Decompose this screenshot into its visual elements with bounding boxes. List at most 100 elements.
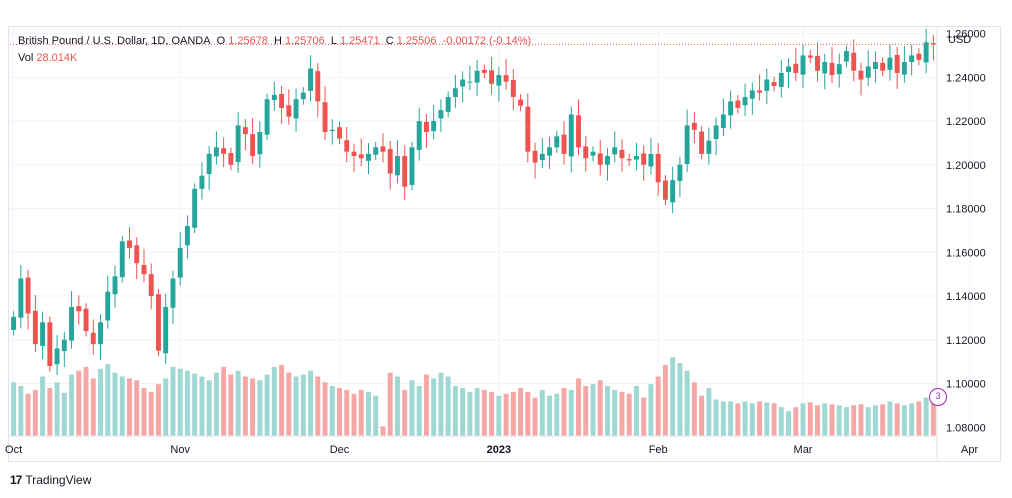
y-tick-label: 1.14000 <box>946 291 986 303</box>
open-value: 1.25678 <box>228 35 268 47</box>
volume-bar <box>778 407 784 436</box>
volume-bar <box>561 388 567 436</box>
candle-body <box>279 93 285 108</box>
candle-body <box>76 306 82 312</box>
candle-body <box>83 308 89 332</box>
volume-bar <box>264 374 270 436</box>
candle-body <box>206 153 212 174</box>
candle-body <box>221 148 227 154</box>
candle-body <box>90 332 96 345</box>
volume-bar <box>503 393 509 436</box>
volume-bar <box>887 401 893 436</box>
candle-body <box>930 43 936 45</box>
candle-body <box>822 61 828 74</box>
candle-body <box>460 79 466 87</box>
volume-bar <box>192 373 198 436</box>
candle-body <box>213 147 219 157</box>
event-marker-icon[interactable]: 3 <box>929 388 947 406</box>
candle-body <box>728 101 734 116</box>
volume-bar <box>460 388 466 436</box>
candle-body <box>590 151 596 156</box>
volume-bar <box>699 395 705 436</box>
volume-bar <box>293 376 299 436</box>
candle-body <box>539 153 545 160</box>
volume-bar <box>83 366 89 436</box>
currency-label[interactable]: USD <box>948 34 972 46</box>
candle-body <box>467 81 473 83</box>
volume-bar <box>641 397 647 436</box>
volume-bar <box>844 407 849 436</box>
volume-bar <box>366 391 371 436</box>
candle-body <box>431 121 437 132</box>
candle-body <box>901 61 907 75</box>
candle-body <box>597 153 603 165</box>
volume-bar <box>40 376 46 436</box>
candle-body <box>923 42 929 63</box>
volume-bar <box>807 402 813 436</box>
change-value: -0.00172 (-0.14%) <box>442 35 532 47</box>
candle-body <box>156 294 161 351</box>
candle-body <box>568 114 574 157</box>
volume-bar <box>271 366 277 436</box>
candle-body <box>228 152 234 165</box>
volume-bar <box>757 401 763 436</box>
volume-bar <box>684 370 690 436</box>
volume-bar <box>662 364 668 436</box>
candle-body <box>576 115 581 148</box>
volume-bar <box>344 389 350 436</box>
candle-body <box>235 125 241 163</box>
volume-bar <box>836 405 842 436</box>
volume-bar <box>134 380 140 436</box>
candle-body <box>402 156 408 187</box>
volume-bar <box>880 404 886 436</box>
candle-body <box>894 54 900 73</box>
candle-body <box>916 53 922 60</box>
y-tick-label: 1.26000 <box>946 29 986 41</box>
candle-body <box>815 55 820 71</box>
x-tick-label: Dec <box>330 444 350 456</box>
candle-body <box>641 153 647 165</box>
volume-bar <box>786 411 791 436</box>
volume-bar <box>829 404 835 436</box>
volume-bar <box>742 401 748 436</box>
volume-bar <box>467 391 473 436</box>
volume-label: Vol <box>18 52 34 64</box>
tradingview-brand[interactable]: 17 TradingView <box>10 473 91 487</box>
candle-body <box>655 153 661 183</box>
candle-body <box>344 140 350 152</box>
candle-body <box>699 131 705 154</box>
volume-bar <box>286 372 292 436</box>
volume-bar <box>25 393 31 436</box>
candle-body <box>583 146 589 159</box>
candle-body <box>32 310 38 345</box>
volume-bar <box>532 397 538 436</box>
candle-body <box>749 90 755 99</box>
candle-body <box>561 134 567 154</box>
volume-bar <box>576 378 581 436</box>
volume-bar <box>394 376 400 436</box>
candle-body <box>11 316 17 330</box>
high-label: H <box>274 35 282 47</box>
candle-body <box>670 180 676 203</box>
volume-bar <box>547 395 553 436</box>
candle-body <box>351 151 357 157</box>
volume-bar <box>18 386 24 436</box>
candle-body <box>315 71 321 102</box>
high-value: 1.25706 <box>284 35 325 47</box>
candle-body <box>518 99 524 106</box>
x-tick-label: Feb <box>649 444 668 456</box>
volume-bar <box>554 393 560 436</box>
volume-bar <box>800 403 806 436</box>
candle-body <box>684 125 690 164</box>
candle-body <box>633 156 639 160</box>
x-tick-label: Mar <box>794 444 813 456</box>
symbol-title: British Pound / U.S. Dollar, 1D, OANDA <box>18 35 211 47</box>
candle-body <box>742 96 748 106</box>
volume-bar <box>61 392 67 436</box>
volume-bar <box>141 388 147 436</box>
volume-bar <box>583 386 589 436</box>
candle-body <box>47 322 53 367</box>
candle-body <box>423 121 429 132</box>
candle-body <box>308 68 314 91</box>
